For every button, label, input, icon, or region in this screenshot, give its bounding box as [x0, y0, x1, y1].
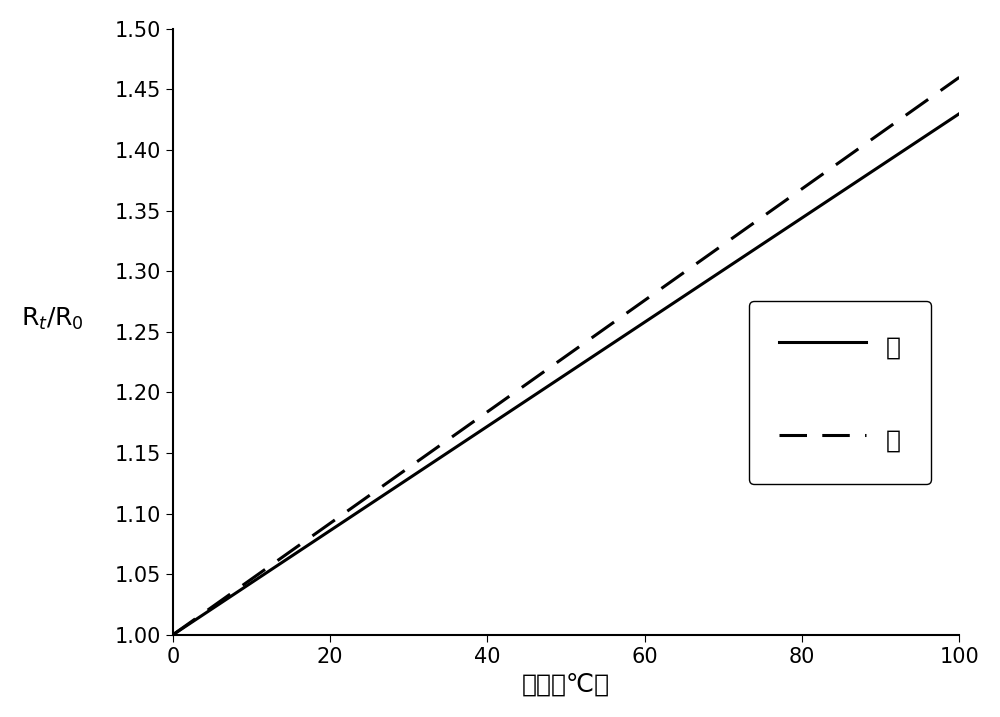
铝: [953, 73, 965, 82]
铜: [953, 110, 965, 118]
铜: [635, 320, 647, 329]
铜: [167, 630, 179, 639]
铜: [540, 383, 552, 391]
铝: [811, 174, 823, 182]
铝: [540, 366, 552, 374]
铜: [545, 380, 557, 389]
Line: 铝: 铝: [173, 77, 959, 635]
铝: [635, 299, 647, 308]
X-axis label: 温度（℃）: 温度（℃）: [522, 672, 610, 696]
铝: [167, 630, 179, 639]
铜: [811, 204, 823, 212]
Line: 铜: 铜: [173, 114, 959, 635]
铝: [592, 329, 604, 338]
铜: [934, 122, 946, 130]
铝: [934, 87, 946, 95]
Y-axis label: R$_t$/R$_0$: R$_t$/R$_0$: [21, 305, 83, 332]
Legend: 铜, 铝: 铜, 铝: [749, 300, 931, 484]
铜: [592, 348, 604, 357]
铝: [545, 362, 557, 371]
